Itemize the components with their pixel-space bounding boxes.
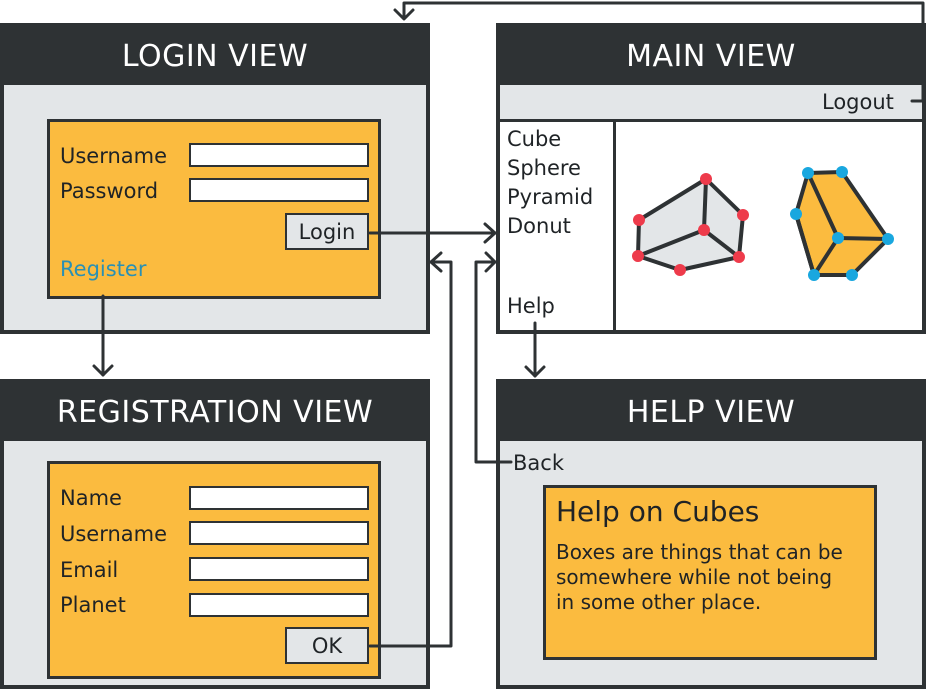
email-label: Email (60, 558, 119, 582)
reg-username-field[interactable] (189, 521, 369, 545)
help-view-title: HELP VIEW (500, 383, 922, 441)
menu-item-cube[interactable]: Cube (507, 127, 562, 151)
shape-menu: Cube Sphere Pyramid Donut (507, 125, 593, 241)
password-label: Password (60, 179, 159, 203)
main-view-title: MAIN VIEW (500, 27, 922, 85)
logout-link[interactable]: Logout (822, 90, 894, 114)
name-field[interactable] (189, 486, 369, 510)
menu-item-pyramid[interactable]: Pyramid (507, 185, 594, 209)
reg-username-label: Username (60, 522, 168, 546)
registration-view-title: REGISTRATION VIEW (4, 383, 426, 441)
help-text: Boxes are things that can be somewhere w… (556, 540, 843, 614)
name-label: Name (60, 486, 122, 510)
password-field[interactable] (189, 178, 369, 202)
planet-label: Planet (60, 593, 126, 617)
help-link[interactable]: Help (507, 294, 555, 318)
planet-field[interactable] (189, 593, 369, 617)
menu-divider (613, 119, 616, 330)
register-link[interactable]: Register (60, 257, 147, 281)
help-heading: Help on Cubes (556, 495, 760, 528)
menu-item-donut[interactable]: Donut (507, 214, 571, 238)
login-view-title: LOGIN VIEW (4, 27, 426, 85)
ok-button[interactable]: OK (285, 627, 369, 664)
username-field[interactable] (189, 143, 369, 167)
username-label: Username (60, 144, 168, 168)
email-field[interactable] (189, 557, 369, 581)
menu-item-sphere[interactable]: Sphere (507, 156, 581, 180)
back-link[interactable]: Back (513, 451, 564, 475)
login-button[interactable]: Login (285, 213, 369, 250)
help-panel: Help on Cubes Boxes are things that can … (543, 485, 877, 660)
